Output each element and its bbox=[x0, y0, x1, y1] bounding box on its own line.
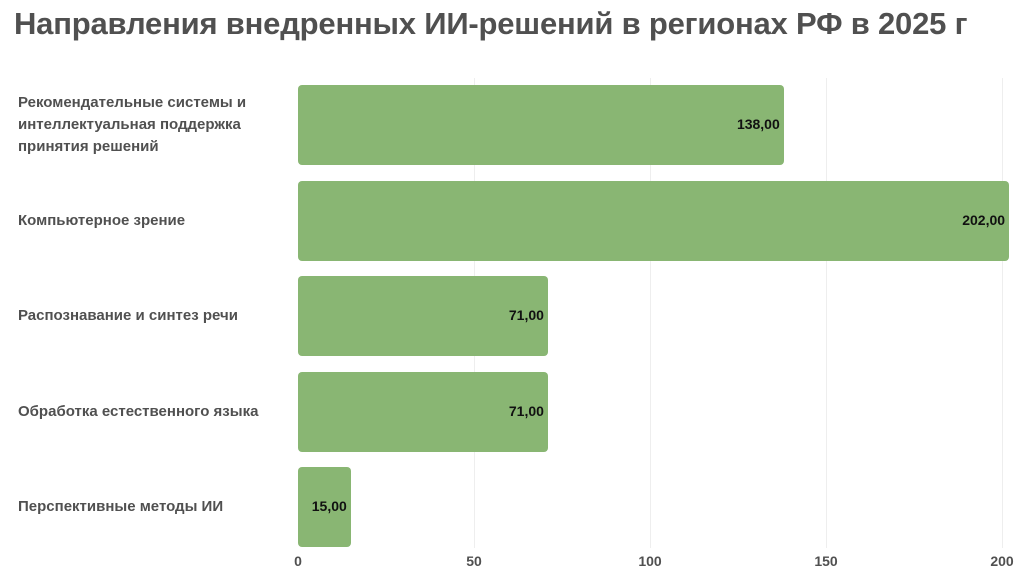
x-tick-label: 200 bbox=[990, 553, 1014, 569]
x-tick-label: 0 bbox=[294, 553, 302, 569]
bar-value-label: 202,00 bbox=[962, 211, 1006, 228]
bar-value-label: 15,00 bbox=[311, 498, 347, 514]
x-gridline bbox=[826, 78, 827, 548]
bar bbox=[298, 276, 548, 356]
bar-value-label: 71,00 bbox=[508, 402, 544, 419]
x-tick-label: 50 bbox=[466, 553, 482, 569]
x-gridline bbox=[650, 78, 651, 548]
bar bbox=[298, 85, 784, 165]
category-label: Рекомендательные системы и интеллектуаль… bbox=[18, 94, 247, 155]
category-label: Обработка естественного языка bbox=[18, 402, 259, 420]
category-label: Распознавание и синтез речи bbox=[18, 307, 238, 324]
x-gridline bbox=[1002, 78, 1003, 548]
category-label: Компьютерное зрение bbox=[18, 211, 186, 229]
category-label: Перспективные методы ИИ bbox=[18, 498, 224, 515]
bar-value-label: 138,00 bbox=[736, 116, 780, 132]
bar bbox=[298, 371, 548, 452]
bar bbox=[298, 180, 1010, 261]
chart-title: Направления внедренных ИИ-решений в реги… bbox=[14, 6, 968, 41]
x-tick-label: 100 bbox=[638, 553, 662, 569]
bar bbox=[298, 467, 351, 547]
bar-value-label: 71,00 bbox=[508, 307, 544, 323]
x-tick-label: 150 bbox=[814, 553, 838, 569]
